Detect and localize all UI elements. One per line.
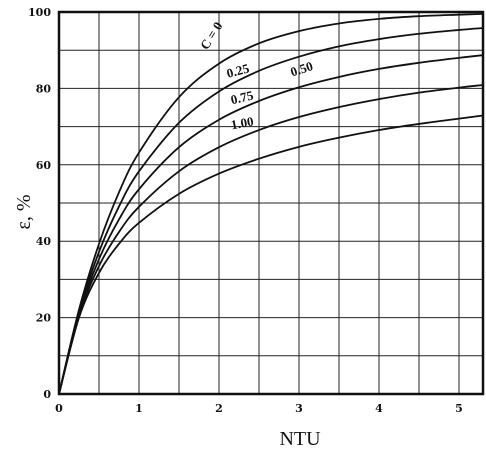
curves bbox=[58, 13, 484, 395]
series-line bbox=[58, 54, 484, 395]
y-axis-label: ε, % bbox=[13, 194, 35, 229]
y-tick-label: 80 bbox=[36, 82, 52, 95]
series-label: 0.75 bbox=[229, 87, 255, 107]
x-tick-label: 1 bbox=[135, 402, 143, 415]
y-tick-label: 20 bbox=[36, 312, 52, 325]
grid bbox=[59, 12, 483, 394]
tick-labels: 0 1 2 3 4 5 0 20 40 60 80 100 bbox=[28, 6, 463, 415]
series-line bbox=[58, 13, 484, 395]
y-tick-label: 40 bbox=[36, 235, 52, 248]
series-label: 0.25 bbox=[225, 60, 251, 81]
series-line bbox=[58, 27, 484, 395]
series-label: C = 0 bbox=[197, 19, 226, 52]
x-tick-label: 4 bbox=[375, 402, 383, 415]
x-tick-label: 0 bbox=[55, 402, 63, 415]
y-tick-label: 100 bbox=[28, 6, 51, 19]
x-tick-label: 3 bbox=[295, 402, 303, 415]
y-tick-label: 60 bbox=[36, 159, 52, 172]
y-tick-label: 0 bbox=[43, 388, 51, 401]
series-label: 1.00 bbox=[230, 114, 255, 133]
series-label: 0.50 bbox=[288, 58, 314, 79]
x-tick-label: 2 bbox=[215, 402, 223, 415]
plot-frame bbox=[57, 10, 485, 396]
x-tick-label: 5 bbox=[455, 402, 463, 415]
series-line bbox=[58, 114, 484, 395]
series-line bbox=[58, 84, 484, 395]
curve-labels: C = 0 0.25 0.50 0.75 1.00 bbox=[197, 19, 315, 132]
x-axis-label: NTU bbox=[279, 428, 321, 450]
